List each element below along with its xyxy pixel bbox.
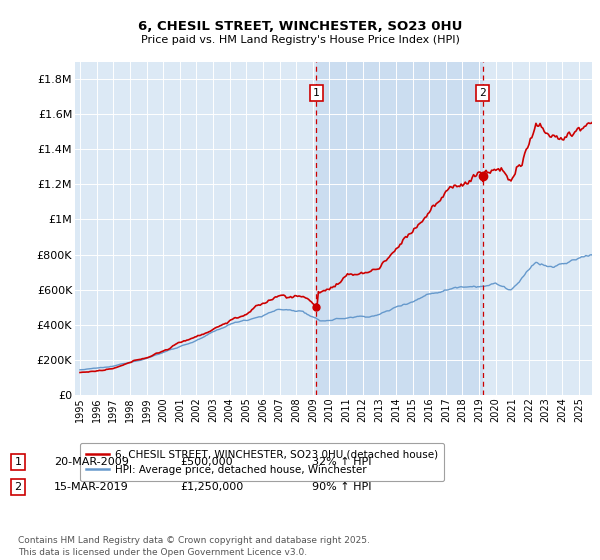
Bar [316, 62, 483, 395]
Text: 2: 2 [14, 482, 22, 492]
Text: 32% ↑ HPI: 32% ↑ HPI [312, 457, 371, 467]
Text: £500,000: £500,000 [180, 457, 233, 467]
Text: 1: 1 [313, 88, 320, 98]
Text: Contains HM Land Registry data © Crown copyright and database right 2025.
This d: Contains HM Land Registry data © Crown c… [18, 536, 370, 557]
Text: 15-MAR-2019: 15-MAR-2019 [54, 482, 129, 492]
Text: Price paid vs. HM Land Registry's House Price Index (HPI): Price paid vs. HM Land Registry's House … [140, 35, 460, 45]
Text: 6, CHESIL STREET, WINCHESTER, SO23 0HU: 6, CHESIL STREET, WINCHESTER, SO23 0HU [138, 20, 462, 32]
Text: £1,250,000: £1,250,000 [180, 482, 243, 492]
Text: 1: 1 [14, 457, 22, 467]
Text: 2: 2 [479, 88, 486, 98]
Text: 20-MAR-2009: 20-MAR-2009 [54, 457, 129, 467]
Legend: 6, CHESIL STREET, WINCHESTER, SO23 0HU (detached house), HPI: Average price, det: 6, CHESIL STREET, WINCHESTER, SO23 0HU (… [80, 444, 444, 481]
Text: 90% ↑ HPI: 90% ↑ HPI [312, 482, 371, 492]
